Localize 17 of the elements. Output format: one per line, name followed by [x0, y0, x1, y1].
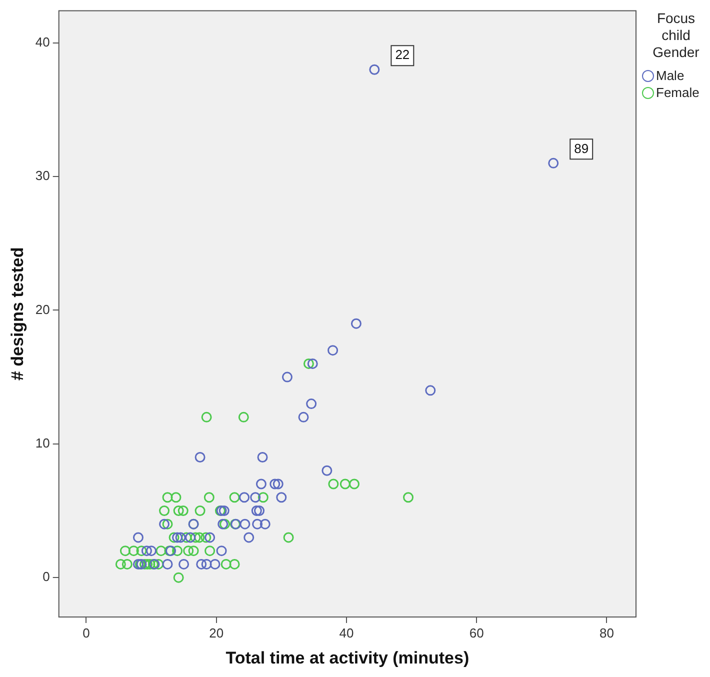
y-tick-label: 10	[35, 435, 50, 450]
x-tick-label: 0	[82, 625, 90, 640]
y-tick-label: 40	[35, 34, 50, 50]
y-tick-label: 20	[35, 302, 50, 317]
x-tick-label: 20	[209, 625, 224, 640]
x-axis-title: Total time at activity (minutes)	[226, 648, 470, 668]
legend-label: Male	[656, 67, 684, 84]
x-tick-label: 40	[339, 625, 354, 640]
x-tick-label: 80	[599, 625, 614, 640]
y-axis-title: # designs tested	[8, 247, 27, 381]
annotation: 22	[395, 47, 410, 62]
x-tick-label: 60	[469, 625, 484, 640]
y-tick-label: 0	[42, 569, 50, 584]
y-tick-label: 30	[35, 168, 50, 184]
annotation: 89	[574, 140, 589, 156]
legend-label: Female	[656, 84, 700, 101]
legend-title: Focus child Gender	[652, 10, 700, 61]
